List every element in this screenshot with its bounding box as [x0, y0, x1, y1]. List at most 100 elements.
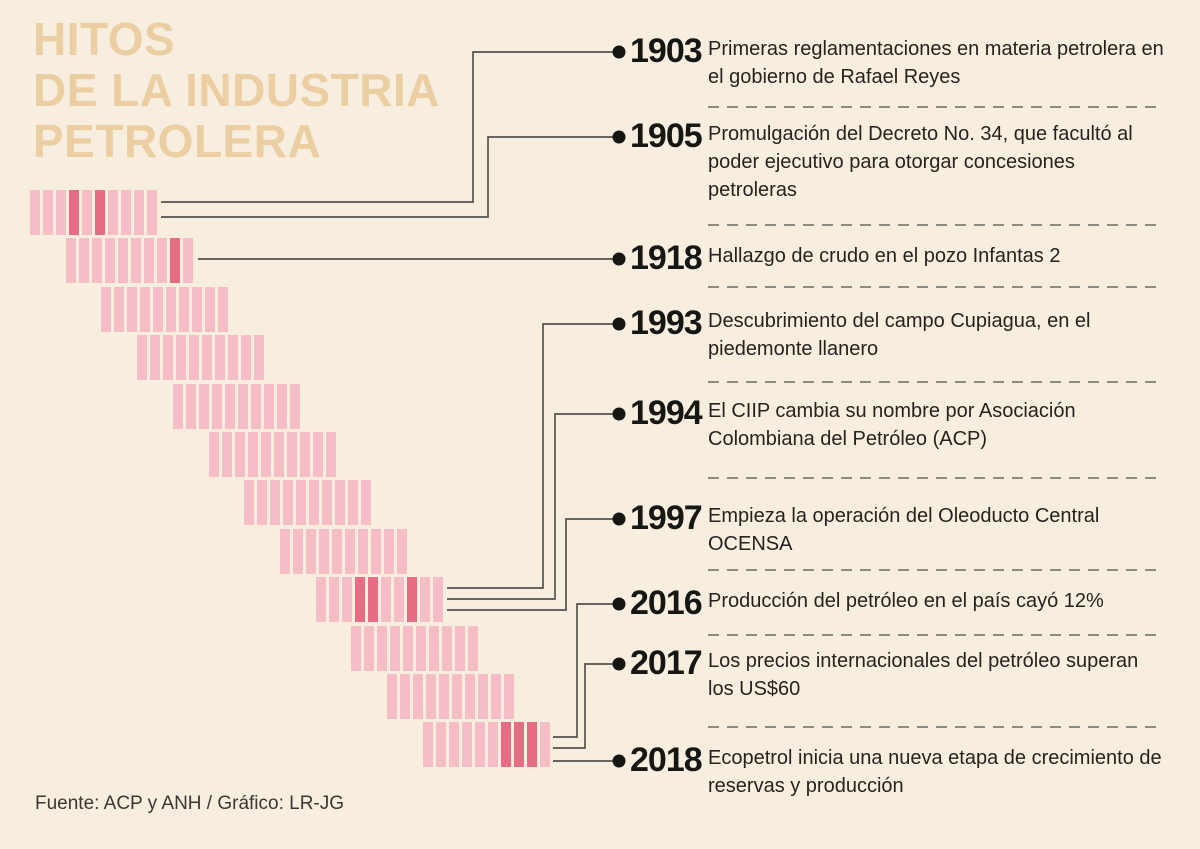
bar-segment — [92, 238, 102, 283]
bar-segment — [254, 335, 264, 380]
bar-segment — [127, 287, 137, 332]
bar-segment — [384, 529, 394, 574]
bar-segment — [280, 529, 290, 574]
entry-year: 1905 — [630, 117, 703, 155]
bar-segment — [462, 722, 472, 767]
bar-segment-highlight — [95, 190, 105, 235]
source-credit: Fuente: ACP y ANH / Gráfico: LR-JG — [35, 793, 345, 814]
bar-segment — [202, 335, 212, 380]
bar-segment — [491, 674, 501, 719]
bar-row — [316, 577, 443, 622]
bar-segment — [390, 626, 400, 671]
bar-segment — [345, 529, 355, 574]
entry-description: Hallazgo de crudo en el pozo Infantas 2 — [708, 245, 1061, 267]
bar-segment — [137, 335, 147, 380]
bar-segment — [66, 238, 76, 283]
bar-segment — [283, 480, 293, 525]
bar-segment — [439, 674, 449, 719]
bar-segment — [248, 432, 258, 477]
bar-segment-highlight — [368, 577, 378, 622]
bar-segment — [140, 287, 150, 332]
entry-description: Primeras reglamentaciones en materia pet… — [708, 38, 1164, 88]
bar-segment — [416, 626, 426, 671]
bar-segment — [322, 480, 332, 525]
dashed-divider — [708, 381, 1158, 383]
bar-segment — [209, 432, 219, 477]
bar-segment — [173, 384, 183, 429]
bar-segment — [222, 432, 232, 477]
year-bullet-icon — [612, 252, 626, 266]
bar-segment — [205, 287, 215, 332]
bar-segment — [186, 384, 196, 429]
entry-year: 1994 — [630, 394, 703, 432]
bar-segment — [235, 432, 245, 477]
entry-year: 2017 — [630, 644, 703, 682]
timeline-entry: 2017 Los precios internacionales del petr… — [630, 643, 1166, 703]
dashed-divider — [708, 569, 1158, 571]
bar-segment — [397, 529, 407, 574]
bar-segment — [274, 432, 284, 477]
dashed-divider — [708, 106, 1158, 108]
entry-description: El CIIP cambia su nombre por Asociación … — [708, 400, 1076, 450]
bar-segment — [488, 722, 498, 767]
bar-row — [280, 529, 407, 574]
bar-segment — [199, 384, 209, 429]
bar-segment — [131, 238, 141, 283]
connector-line — [553, 603, 613, 738]
bar-segment — [309, 480, 319, 525]
bar-segment — [306, 529, 316, 574]
year-bullet-icon — [612, 407, 626, 421]
bar-segment — [212, 384, 222, 429]
dashed-divider — [708, 477, 1158, 479]
bar-segment — [179, 287, 189, 332]
bar-segment — [329, 577, 339, 622]
bar-segment — [475, 722, 485, 767]
page-title: HITOS DE LA INDUSTRIA PETROLERA — [33, 13, 441, 167]
year-bullet-icon — [612, 597, 626, 611]
year-bullet-icon — [612, 45, 626, 59]
bar-segment — [264, 384, 274, 429]
bar-segment — [144, 238, 154, 283]
entry-description: Promulgación del Decreto No. 34, que fac… — [708, 123, 1133, 201]
bar-segment — [134, 190, 144, 235]
bar-segment — [433, 577, 443, 622]
bar-segment — [163, 335, 173, 380]
bar-segment — [192, 287, 202, 332]
bar-segment — [244, 480, 254, 525]
connector-line — [161, 51, 613, 203]
bar-segment — [153, 287, 163, 332]
entry-description: Los precios internacionales del petróleo… — [708, 650, 1139, 700]
bar-segment — [108, 190, 118, 235]
connector-line — [161, 136, 613, 218]
connector-line — [447, 413, 613, 600]
bar-segment — [241, 335, 251, 380]
bar-segment — [257, 480, 267, 525]
bar-row — [137, 335, 264, 380]
bar-segment — [293, 529, 303, 574]
bar-row — [66, 238, 193, 283]
bar-segment — [300, 432, 310, 477]
bar-segment — [166, 287, 176, 332]
bar-segment — [121, 190, 131, 235]
bar-segment — [82, 190, 92, 235]
bar-segment — [364, 626, 374, 671]
bar-row — [209, 432, 336, 477]
year-bullet-icon — [612, 512, 626, 526]
entry-description: Descubrimiento del campo Cupiagua, en el… — [708, 310, 1091, 360]
year-bullet-icon — [612, 317, 626, 331]
entry-year: 1903 — [630, 32, 703, 70]
bar-segment — [403, 626, 413, 671]
bar-segment — [381, 577, 391, 622]
bar-row — [387, 674, 514, 719]
timeline-entry: 1994 El CIIP cambia su nombre por Asociac… — [630, 393, 1166, 453]
bar-segment — [348, 480, 358, 525]
bar-segment — [420, 577, 430, 622]
bar-segment — [56, 190, 66, 235]
bar-segment — [449, 722, 459, 767]
bar-segment — [43, 190, 53, 235]
bar-row — [101, 287, 228, 332]
bar-segment-highlight — [69, 190, 79, 235]
bar-segment — [183, 238, 193, 283]
